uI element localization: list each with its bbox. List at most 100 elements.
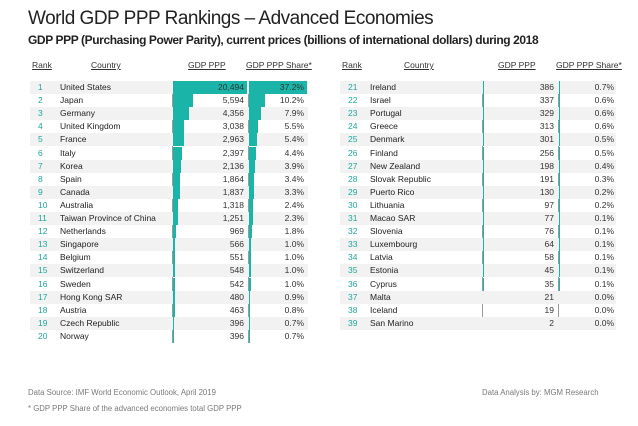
rank-cell: 5: [38, 134, 43, 145]
gdp-cell: 301: [539, 134, 554, 145]
table-row: 11 Taiwan Province of China 1,251 2.3%: [30, 212, 308, 226]
gdp-bar: [483, 120, 485, 134]
share-cell: 10.2%: [279, 95, 304, 106]
gdp-cell: 4,356: [222, 108, 244, 119]
gdp-cell: 2,136: [222, 160, 244, 171]
rank-cell: 35: [348, 265, 358, 276]
country-cell: Hong Kong SAR: [60, 291, 123, 302]
share-cell: 0.6%: [594, 95, 614, 106]
country-cell: Italy: [60, 147, 76, 158]
gdp-cell: 1,837: [222, 186, 244, 197]
gdp-cell: 20,494: [218, 82, 244, 92]
rank-cell: 15: [38, 265, 48, 276]
table-row: 5 France 2,963 5.4%: [30, 133, 308, 147]
rank-cell: 2: [38, 95, 43, 106]
gdp-bar: [483, 94, 485, 108]
gdp-cell: 77: [544, 213, 554, 223]
share-cell: 1.8%: [284, 226, 304, 237]
table-row: 20 Norway 396 0.7%: [30, 329, 308, 343]
share-cell: 0.1%: [594, 265, 614, 276]
share-bar: [559, 133, 560, 147]
country-cell: Slovenia: [370, 226, 403, 237]
gdp-bar: [173, 238, 176, 252]
rank-cell: 29: [348, 186, 358, 197]
rank-cell: 32: [348, 226, 358, 237]
share-bar: [249, 94, 265, 108]
gdp-cell: 19: [544, 304, 554, 315]
country-cell: Austria: [60, 304, 87, 315]
gdp-bar: [173, 212, 178, 226]
share-cell: 0.1%: [594, 252, 614, 263]
table-row: 30 Lithuania 97 0.2%: [340, 198, 616, 212]
table-row: 8 Spain 1,864 3.4%: [30, 172, 308, 186]
rank-cell: 8: [38, 173, 43, 184]
rank-cell: 34: [348, 252, 358, 263]
country-cell: Taiwan Province of China: [60, 213, 156, 223]
share-cell: 0.0%: [594, 291, 614, 302]
gdp-bar: [173, 251, 175, 265]
gdp-bar: [483, 159, 484, 173]
gdp-cell: 566: [229, 239, 244, 250]
table-row: 31 Macao SAR 77 0.1%: [340, 212, 616, 226]
table-row: 2 Japan 5,594 10.2%: [30, 94, 308, 108]
country-cell: United States: [60, 82, 112, 92]
share-bar: [249, 120, 258, 134]
country-cell: Ireland: [370, 82, 396, 92]
country-cell: Czech Republic: [60, 317, 120, 328]
rank-cell: 36: [348, 278, 358, 289]
country-cell: Malta: [370, 291, 391, 302]
table-row: 33 Luxembourg 64 0.1%: [340, 238, 616, 252]
share-cell: 5.5%: [284, 121, 304, 132]
gdp-bar: [483, 81, 485, 95]
gdp-cell: 463: [229, 304, 244, 315]
table-row: 14 Belgium 551 1.0%: [30, 251, 308, 265]
table-row: 6 Italy 2,397 4.4%: [30, 146, 308, 160]
table-row: 24 Greece 313 0.6%: [340, 120, 616, 134]
country-cell: San Marino: [370, 317, 414, 328]
country-cell: Finland: [370, 147, 398, 158]
gdp-bar: [173, 329, 175, 343]
table-row: 27 New Zealand 198 0.4%: [340, 159, 616, 173]
gdp-cell: 313: [539, 121, 554, 132]
rank-cell: 18: [38, 304, 48, 315]
gdp-cell: 2,397: [222, 147, 244, 158]
gdp-bar: [173, 303, 175, 317]
header-country: Country: [91, 60, 121, 70]
page-subtitle: GDP PPP (Purchasing Power Parity), curre…: [28, 33, 539, 47]
table-row: 17 Hong Kong SAR 480 0.9%: [30, 290, 308, 304]
gdp-bar: [173, 198, 178, 212]
country-cell: Japan: [60, 95, 84, 106]
header-share-right: GDP PPP Share*: [556, 60, 622, 70]
gdp-bar: [173, 290, 175, 304]
country-cell: Denmark: [370, 134, 405, 145]
country-cell: Portugal: [370, 108, 402, 119]
rank-cell: 10: [38, 199, 48, 210]
share-cell: 5.4%: [284, 134, 304, 145]
gdp-cell: 480: [229, 291, 244, 302]
rank-cell: 19: [38, 317, 48, 328]
share-cell: 7.9%: [284, 108, 304, 119]
share-cell: 0.9%: [284, 291, 304, 302]
gdp-cell: 386: [539, 82, 554, 92]
rank-cell: 16: [38, 278, 48, 289]
table-row: 22 Israel 337 0.6%: [340, 94, 616, 108]
share-cell: 37.2%: [279, 82, 304, 92]
share-bar: [559, 159, 560, 173]
gdp-cell: 1,251: [222, 213, 244, 223]
gdp-cell: 969: [229, 226, 244, 237]
share-cell: 0.0%: [594, 317, 614, 328]
gdp-cell: 58: [544, 252, 554, 263]
rank-cell: 39: [348, 317, 358, 328]
gdp-bar: [483, 146, 484, 160]
share-cell: 0.7%: [284, 330, 304, 341]
gdp-cell: 198: [539, 160, 554, 171]
table-row: 36 Cyprus 35 0.1%: [340, 277, 616, 291]
gdp-cell: 1,318: [222, 199, 244, 210]
table-row: 23 Portugal 329 0.6%: [340, 107, 616, 121]
share-cell: 0.1%: [594, 226, 614, 237]
gdp-bar: [483, 107, 485, 121]
gdp-bar: [173, 225, 177, 239]
share-bar: [249, 225, 252, 239]
share-bar: [249, 264, 251, 278]
gdp-cell: 76: [544, 226, 554, 237]
